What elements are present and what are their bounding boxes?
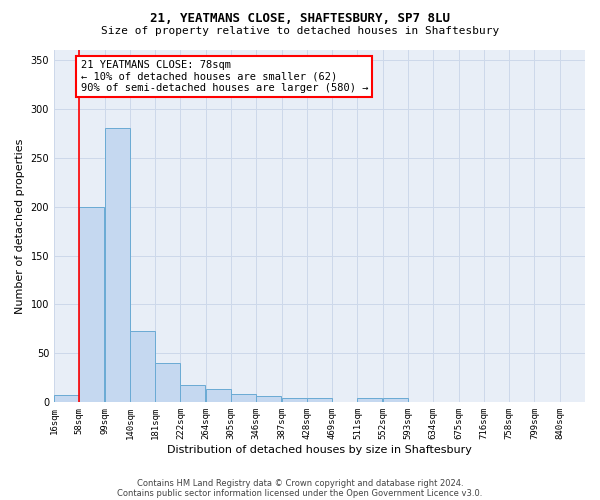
Text: Size of property relative to detached houses in Shaftesbury: Size of property relative to detached ho… — [101, 26, 499, 36]
Bar — [130, 331, 155, 402]
Bar — [256, 396, 281, 402]
Bar — [231, 394, 256, 402]
Bar — [104, 128, 130, 402]
Bar — [358, 398, 382, 402]
X-axis label: Distribution of detached houses by size in Shaftesbury: Distribution of detached houses by size … — [167, 445, 472, 455]
Bar — [281, 398, 307, 402]
Bar — [155, 363, 180, 403]
Bar — [307, 398, 332, 402]
Y-axis label: Number of detached properties: Number of detached properties — [15, 138, 25, 314]
Bar — [383, 398, 408, 402]
Text: Contains HM Land Registry data © Crown copyright and database right 2024.: Contains HM Land Registry data © Crown c… — [137, 478, 463, 488]
Bar — [206, 388, 231, 402]
Bar — [181, 384, 205, 402]
Bar — [54, 396, 79, 402]
Text: Contains public sector information licensed under the Open Government Licence v3: Contains public sector information licen… — [118, 488, 482, 498]
Text: 21 YEATMANS CLOSE: 78sqm
← 10% of detached houses are smaller (62)
90% of semi-d: 21 YEATMANS CLOSE: 78sqm ← 10% of detach… — [80, 60, 368, 93]
Text: 21, YEATMANS CLOSE, SHAFTESBURY, SP7 8LU: 21, YEATMANS CLOSE, SHAFTESBURY, SP7 8LU — [150, 12, 450, 26]
Bar — [79, 206, 104, 402]
